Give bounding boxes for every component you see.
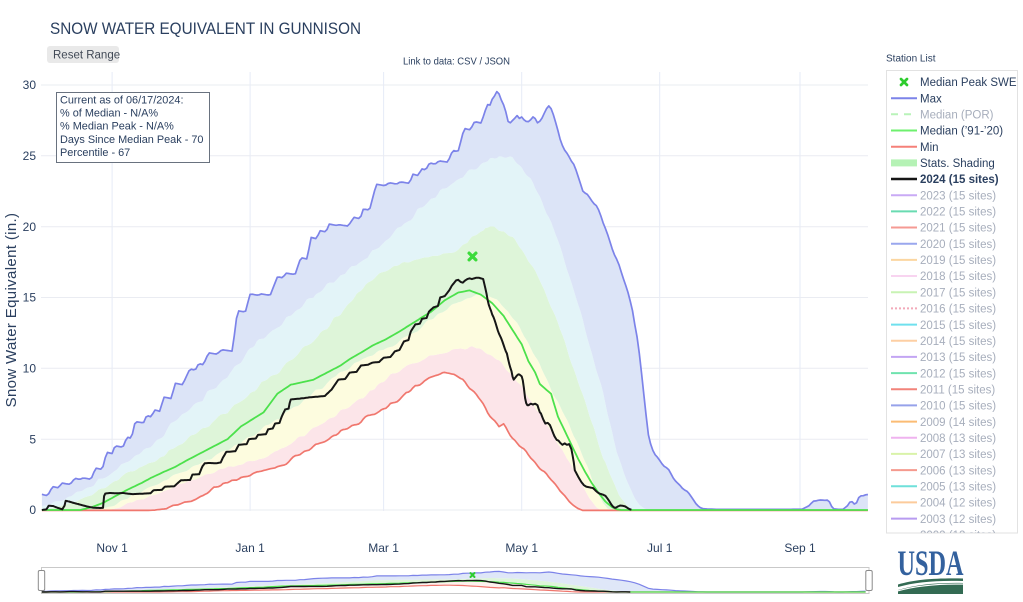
svg-text:Station List: Station List (886, 54, 936, 65)
svg-text:25: 25 (23, 149, 37, 163)
svg-text:2021 (15 sites): 2021 (15 sites) (920, 223, 996, 235)
svg-text:May 1: May 1 (505, 541, 538, 555)
svg-text:2010 (15 sites): 2010 (15 sites) (920, 401, 996, 413)
svg-text:2007 (13 sites): 2007 (13 sites) (920, 449, 996, 461)
svg-text:% Median Peak - N/A%: % Median Peak - N/A% (60, 121, 174, 133)
svg-text:2008 (13 sites): 2008 (13 sites) (920, 433, 996, 445)
svg-text:2013 (15 sites): 2013 (15 sites) (920, 352, 996, 364)
svg-text:2019 (15 sites): 2019 (15 sites) (920, 255, 996, 267)
svg-text:2004 (12 sites): 2004 (12 sites) (920, 498, 996, 510)
svg-text:Jul 1: Jul 1 (647, 541, 673, 555)
svg-text:% of Median - N/A%: % of Median - N/A% (60, 108, 158, 120)
svg-text:0: 0 (29, 503, 36, 517)
svg-text:2024 (15 sites): 2024 (15 sites) (920, 174, 999, 186)
svg-text:Sep 1: Sep 1 (784, 541, 816, 555)
svg-text:2016 (15 sites): 2016 (15 sites) (920, 304, 996, 316)
svg-text:Median Peak SWE: Median Peak SWE (920, 77, 1017, 89)
svg-text:2009 (14 sites): 2009 (14 sites) (920, 417, 996, 429)
svg-text:Max: Max (920, 93, 942, 105)
svg-text:Percentile - 67: Percentile - 67 (60, 147, 130, 159)
svg-text:Median (POR): Median (POR) (920, 110, 994, 122)
svg-text:SNOW WATER EQUIVALENT IN GUNNI: SNOW WATER EQUIVALENT IN GUNNISON (50, 19, 361, 38)
svg-text:Days Since Median Peak - 70: Days Since Median Peak - 70 (60, 134, 203, 146)
svg-text:2022 (15 sites): 2022 (15 sites) (920, 207, 996, 219)
svg-text:10: 10 (23, 362, 37, 376)
svg-text:2023 (15 sites): 2023 (15 sites) (920, 190, 996, 202)
svg-text:2011 (15 sites): 2011 (15 sites) (920, 384, 995, 396)
svg-text:Current as of 06/17/2024:: Current as of 06/17/2024: (60, 95, 184, 107)
svg-text:Snow Water Equivalent (in.): Snow Water Equivalent (in.) (3, 213, 20, 408)
svg-text:2003 (12 sites): 2003 (12 sites) (920, 514, 996, 526)
svg-text:Nov 1: Nov 1 (96, 541, 128, 555)
svg-text:2006 (13 sites): 2006 (13 sites) (920, 465, 996, 477)
svg-text:2017 (15 sites): 2017 (15 sites) (920, 287, 996, 299)
svg-text:2020 (15 sites): 2020 (15 sites) (920, 239, 996, 251)
svg-text:Link to data: CSV / JSON: Link to data: CSV / JSON (403, 56, 510, 68)
svg-text:Median (’91-’20): Median (’91-’20) (920, 126, 1003, 138)
svg-text:Jan 1: Jan 1 (235, 541, 265, 555)
svg-text:2005 (13 sites): 2005 (13 sites) (920, 482, 996, 494)
svg-text:Mar 1: Mar 1 (368, 541, 399, 555)
svg-text:30: 30 (23, 78, 37, 92)
svg-text:Stats. Shading: Stats. Shading (920, 158, 995, 170)
svg-text:2014 (15 sites): 2014 (15 sites) (920, 336, 996, 348)
svg-text:15: 15 (23, 291, 37, 305)
svg-text:Reset Range: Reset Range (53, 50, 120, 62)
svg-text:2002 (12 sites): 2002 (12 sites) (920, 530, 996, 542)
svg-text:2018 (15 sites): 2018 (15 sites) (920, 271, 996, 283)
svg-text:20: 20 (23, 220, 37, 234)
svg-text:2012 (15 sites): 2012 (15 sites) (920, 368, 996, 380)
svg-text:Min: Min (920, 142, 939, 154)
svg-text:5: 5 (29, 432, 36, 446)
svg-text:2015 (15 sites): 2015 (15 sites) (920, 320, 996, 332)
svg-text:USDA: USDA (898, 543, 964, 583)
